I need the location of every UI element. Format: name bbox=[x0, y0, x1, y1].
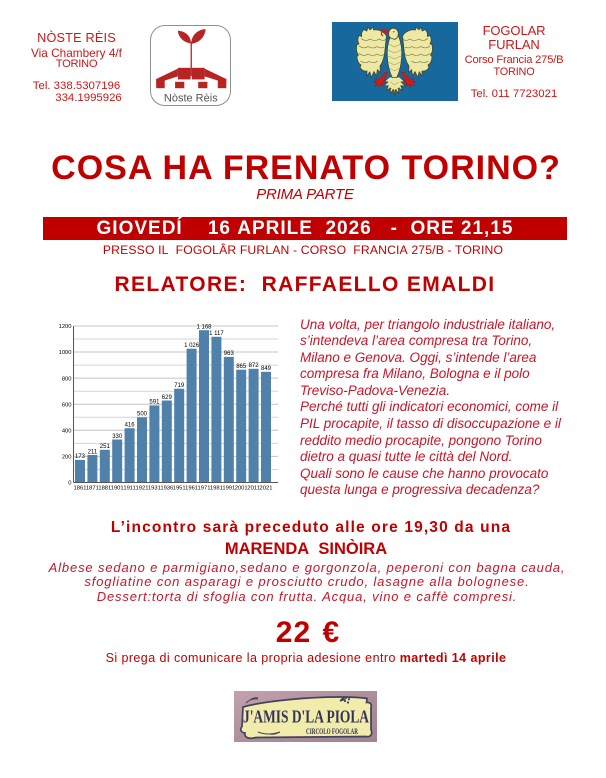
svg-text:1 117: 1 117 bbox=[209, 331, 224, 337]
svg-text:330: 330 bbox=[112, 434, 123, 440]
svg-text:173: 173 bbox=[75, 454, 86, 460]
svg-text:1000: 1000 bbox=[59, 350, 72, 356]
svg-text:872: 872 bbox=[249, 363, 260, 369]
svg-text:849: 849 bbox=[261, 366, 272, 372]
svg-text:J'AMIS D'LA PIOLA: J'AMIS D'LA PIOLA bbox=[243, 707, 369, 727]
svg-text:1951: 1951 bbox=[173, 485, 186, 491]
svg-text:Nòste Rèis: Nòste Rèis bbox=[164, 93, 218, 105]
svg-text:2021: 2021 bbox=[260, 485, 273, 491]
svg-text:1 026: 1 026 bbox=[184, 343, 200, 349]
svg-text:719: 719 bbox=[174, 383, 185, 389]
svg-text:1 168: 1 168 bbox=[196, 325, 212, 331]
svg-text:2011: 2011 bbox=[247, 485, 259, 491]
svg-text:500: 500 bbox=[137, 412, 148, 418]
svg-text:865: 865 bbox=[236, 364, 247, 370]
svg-text:591: 591 bbox=[149, 400, 160, 406]
svg-text:1881: 1881 bbox=[98, 485, 111, 491]
svg-text:200: 200 bbox=[62, 455, 72, 461]
svg-text:1991: 1991 bbox=[222, 485, 235, 491]
svg-text:1901: 1901 bbox=[111, 485, 124, 491]
svg-text:1861: 1861 bbox=[74, 485, 87, 491]
svg-text:1911: 1911 bbox=[123, 485, 135, 491]
svg-text:1961: 1961 bbox=[185, 485, 198, 491]
svg-text:800: 800 bbox=[62, 376, 72, 382]
svg-text:0: 0 bbox=[68, 481, 71, 487]
svg-text:629: 629 bbox=[162, 395, 173, 401]
svg-text:CIRCOLO FOGOLAR: CIRCOLO FOGOLAR bbox=[306, 727, 358, 736]
svg-text:1971: 1971 bbox=[198, 485, 211, 491]
svg-text:211: 211 bbox=[88, 449, 98, 455]
svg-text:600: 600 bbox=[62, 402, 72, 408]
svg-text:1921: 1921 bbox=[136, 485, 149, 491]
svg-text:251: 251 bbox=[100, 444, 111, 450]
svg-text:1871: 1871 bbox=[86, 485, 99, 491]
svg-text:1931: 1931 bbox=[148, 485, 161, 491]
svg-text:963: 963 bbox=[224, 351, 235, 357]
svg-text:1936: 1936 bbox=[160, 485, 173, 491]
svg-text:2001: 2001 bbox=[235, 485, 248, 491]
svg-text:400: 400 bbox=[62, 428, 72, 434]
svg-text:416: 416 bbox=[125, 423, 136, 429]
svg-text:1200: 1200 bbox=[59, 324, 72, 330]
svg-text:1981: 1981 bbox=[210, 485, 223, 491]
